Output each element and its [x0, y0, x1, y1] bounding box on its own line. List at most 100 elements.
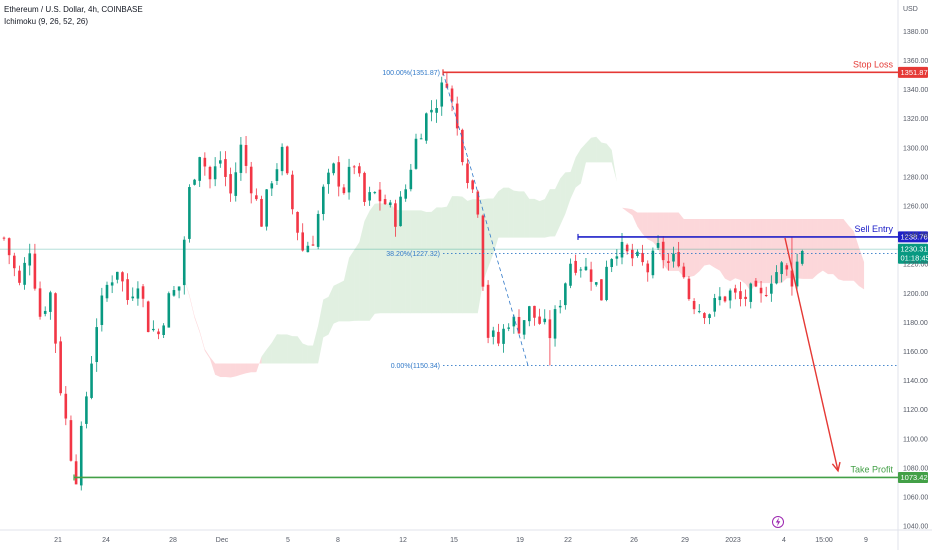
- candle-down: [121, 272, 124, 282]
- candle-up: [23, 262, 26, 285]
- cloud-segment: [199, 330, 205, 351]
- time-tick-label: 5: [286, 537, 290, 544]
- candle-up: [198, 157, 201, 181]
- cloud-segment: [225, 363, 231, 378]
- candle-down: [352, 166, 356, 168]
- cloud-segment: [374, 203, 380, 314]
- price-badge: [898, 231, 928, 243]
- price-tick-label: 1340.00: [903, 87, 928, 94]
- candle-up: [718, 296, 722, 301]
- candle-up: [193, 179, 196, 185]
- candle-up: [322, 186, 325, 215]
- time-tick-label: 24: [102, 537, 110, 544]
- time-tick-label: 22: [564, 537, 572, 544]
- cloud-segment: [549, 189, 556, 237]
- candle-down: [249, 166, 253, 194]
- time-axis[interactable]: 21 24 28 Dec 5 8 12 15 19 22 26 29 2023 4 15:00 9: [54, 537, 868, 544]
- ichimoku-cloud: [137, 136, 865, 378]
- candle-down: [358, 166, 361, 174]
- candle-down: [754, 280, 758, 287]
- candle-up: [368, 192, 371, 201]
- cloud-segment: [405, 210, 411, 314]
- candle-up: [558, 305, 562, 308]
- price-badge: [898, 471, 928, 483]
- candle-up: [347, 166, 351, 193]
- candle-down: [59, 341, 62, 394]
- candle-up: [28, 253, 32, 266]
- candle-down: [646, 263, 650, 273]
- candle-up: [316, 213, 320, 247]
- cloud-segment: [647, 212, 653, 242]
- time-tick-label: 4: [782, 537, 786, 544]
- candle-up: [177, 286, 181, 291]
- cloud-segment: [740, 218, 746, 284]
- price-tick-label: 1100.00: [903, 436, 928, 443]
- price-badge-text: 1351.87: [901, 68, 928, 77]
- cloud-segment: [204, 349, 210, 359]
- cloud-segment: [431, 207, 437, 314]
- cloud-segment: [143, 250, 149, 257]
- cloud-segment: [730, 218, 736, 282]
- cloud-segment: [585, 137, 592, 163]
- cloud-segment: [699, 218, 705, 272]
- candle-up: [234, 172, 238, 196]
- cloud-segment: [379, 203, 386, 314]
- candle-up: [584, 266, 588, 271]
- candle-up: [399, 196, 402, 227]
- cloud-segment: [251, 363, 257, 373]
- cloud-segment: [441, 206, 447, 314]
- candle-down: [337, 162, 341, 187]
- cloud-segment: [256, 356, 262, 373]
- price-tick-label: 1300.00: [903, 145, 928, 152]
- candle-down: [285, 146, 289, 174]
- cloud-segment: [452, 196, 458, 314]
- cloud-segment: [333, 283, 339, 324]
- candle-down: [677, 252, 680, 267]
- cloud-segment: [385, 203, 391, 314]
- price-tick-label: 1220.00: [903, 262, 928, 269]
- cloud-segment: [616, 181, 622, 208]
- cloud-segment: [446, 196, 453, 314]
- candle-down: [126, 279, 129, 301]
- candle-down: [744, 296, 747, 300]
- cloud-segment: [493, 191, 499, 254]
- candle-down: [589, 269, 593, 282]
- cloud-segment: [709, 218, 715, 268]
- candle-up: [656, 242, 660, 248]
- cloud-segment: [688, 218, 695, 278]
- cloud-segment: [390, 203, 396, 314]
- candle-up: [306, 245, 310, 253]
- cloud-segment: [750, 218, 756, 292]
- price-tick-label: 1260.00: [903, 204, 928, 211]
- cloud-segment: [822, 218, 828, 275]
- candle-up: [110, 282, 114, 286]
- candle-down: [74, 461, 78, 485]
- candle-up: [564, 283, 567, 306]
- cloud-segment: [611, 149, 617, 182]
- candle-up: [404, 189, 407, 199]
- candle-down: [301, 232, 304, 251]
- level-label: Sell Entry: [854, 224, 893, 234]
- candle-up: [620, 241, 624, 258]
- candle-down: [538, 316, 541, 324]
- candle-up: [543, 318, 547, 323]
- candle-up: [780, 262, 783, 275]
- cloud-segment: [318, 299, 324, 364]
- candle-up: [280, 146, 284, 172]
- candle-down: [383, 199, 387, 205]
- cloud-segment: [858, 247, 865, 290]
- cloud-segment: [694, 218, 700, 276]
- candle-down: [445, 83, 449, 88]
- cloud-segment: [580, 143, 586, 184]
- price-axis[interactable]: USD 1040.00 1060.00 1080.00 1100.00 1120.00 11…: [903, 6, 928, 531]
- candle-down: [363, 172, 366, 202]
- indicator-label[interactable]: Ichimoku (9, 26, 52, 26): [4, 17, 89, 26]
- cloud-segment: [570, 157, 576, 199]
- cloud-segment: [704, 218, 710, 266]
- candle-up: [522, 320, 526, 335]
- cloud-segment: [189, 294, 195, 318]
- candle-down: [342, 187, 346, 194]
- candle-down: [13, 255, 16, 269]
- candle-down: [687, 278, 691, 300]
